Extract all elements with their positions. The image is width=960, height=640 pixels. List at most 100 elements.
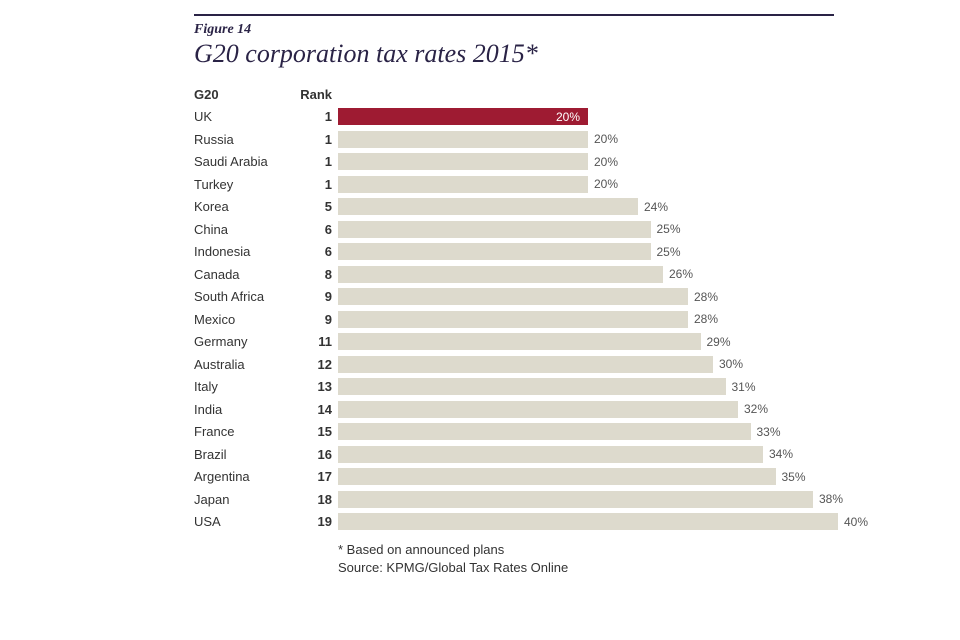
country-label: Brazil [194,447,290,462]
bar [338,378,726,395]
bar [338,356,713,373]
bar [338,153,588,170]
table-row: India14 32% [194,398,834,421]
bar-value-label: 32% [744,402,768,416]
figure-title: G20 corporation tax rates 2015* [194,40,834,69]
table-row: Turkey1 20% [194,173,834,196]
table-row: Germany1129% [194,331,834,354]
country-label: Indonesia [194,244,290,259]
bar [338,468,776,485]
country-label: Saudi Arabia [194,154,290,169]
bar [338,311,688,328]
country-label: Japan [194,492,290,507]
country-label: Italy [194,379,290,394]
bar-rows: UK120%Russia120%Saudi Arabia120%Turkey12… [194,106,834,534]
figure-container: Figure 14 G20 corporation tax rates 2015… [194,14,834,576]
footnote: * Based on announced plans Source: KPMG/… [338,541,834,576]
table-row: Italy13 31% [194,376,834,399]
bar-wrap: 40% [338,513,834,530]
country-label: Canada [194,267,290,282]
header-bar-spacer [338,87,834,102]
table-row: Argentina17 35% [194,466,834,489]
bar-value-label: 24% [644,200,668,214]
table-row: South Africa928% [194,286,834,309]
country-label: France [194,424,290,439]
country-label: Russia [194,132,290,147]
rank-value: 6 [290,244,338,259]
table-row: Mexico9 28% [194,308,834,331]
table-row: Russia1 20% [194,128,834,151]
bar [338,446,763,463]
bar [338,198,638,215]
table-row: UK120% [194,106,834,129]
bar-value-label: 35% [782,470,806,484]
country-label: Turkey [194,177,290,192]
bar-value-label: 25% [657,222,681,236]
rank-value: 13 [290,379,338,394]
country-label: USA [194,514,290,529]
country-label: Australia [194,357,290,372]
rank-value: 16 [290,447,338,462]
country-label: UK [194,109,290,124]
bar [338,266,663,283]
bar [338,333,701,350]
bar-wrap: 30% [338,356,834,373]
bar-value-label: 28% [694,312,718,326]
rank-value: 17 [290,469,338,484]
country-label: Argentina [194,469,290,484]
bar-value-label: 20% [594,177,618,191]
table-row: Korea5 24% [194,196,834,219]
country-label: South Africa [194,289,290,304]
rank-value: 12 [290,357,338,372]
rank-value: 1 [290,177,338,192]
bar-wrap: 28% [338,288,834,305]
bar-wrap: 20% [338,176,834,193]
bar [338,401,738,418]
country-label: Germany [194,334,290,349]
bar-value-label: 30% [719,357,743,371]
bar-wrap: 29% [338,333,834,350]
bar [338,423,751,440]
rank-value: 9 [290,312,338,327]
rank-value: 5 [290,199,338,214]
bar-wrap: 34% [338,446,834,463]
country-label: India [194,402,290,417]
bar [338,221,651,238]
column-headers: G20 Rank [194,87,834,102]
bar [338,513,838,530]
rank-value: 8 [290,267,338,282]
bar [338,108,588,125]
table-row: Japan1838% [194,488,834,511]
bar-value-label: 20% [594,155,618,169]
table-row: Brazil16 34% [194,443,834,466]
bar [338,491,813,508]
header-rank: Rank [290,87,338,102]
table-row: USA1940% [194,511,834,534]
bar-value-label: 28% [694,290,718,304]
rank-value: 14 [290,402,338,417]
bar [338,176,588,193]
rank-value: 6 [290,222,338,237]
country-label: China [194,222,290,237]
bar-value-label: 29% [707,335,731,349]
bar-value-label: 34% [769,447,793,461]
bar-wrap: 35% [338,468,834,485]
bar [338,288,688,305]
country-label: Mexico [194,312,290,327]
bar-value-label: 40% [844,515,868,529]
table-row: Australia12 30% [194,353,834,376]
footnote-line-2: Source: KPMG/Global Tax Rates Online [338,559,834,577]
bar [338,131,588,148]
bar-value-label: 20% [594,132,618,146]
bar-value-label: 38% [819,492,843,506]
rank-value: 1 [290,132,338,147]
rank-value: 18 [290,492,338,507]
top-rule [194,14,834,16]
bar-wrap: 31% [338,378,834,395]
bar-wrap: 28% [338,311,834,328]
table-row: Canada826% [194,263,834,286]
bar-wrap: 20% [338,131,834,148]
table-row: Saudi Arabia120% [194,151,834,174]
bar-value-label: 31% [732,380,756,394]
country-label: Korea [194,199,290,214]
